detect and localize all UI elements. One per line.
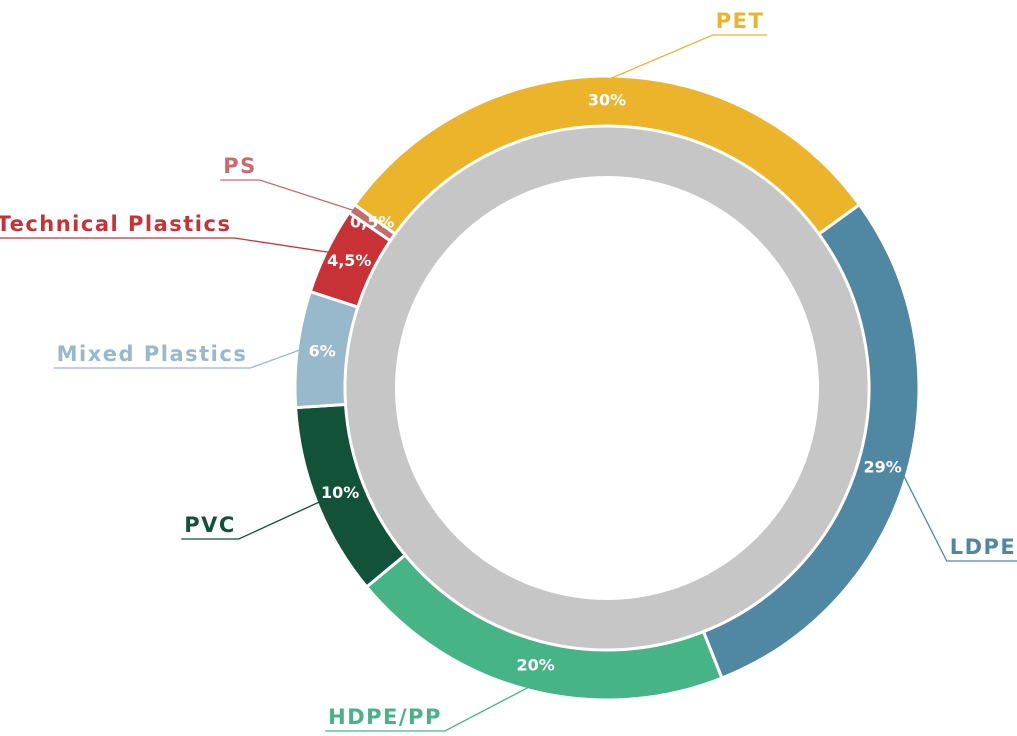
leader-line <box>902 473 1017 562</box>
leader-line <box>53 348 302 369</box>
value-label: 20% <box>516 655 554 674</box>
category-label: PS <box>223 154 257 178</box>
value-label: 30% <box>588 91 626 110</box>
value-label: 0,5% <box>350 212 394 231</box>
category-label: PVC <box>184 513 236 537</box>
leader-line <box>181 500 321 540</box>
category-label: Mixed Plastics <box>57 342 248 366</box>
value-label: 6% <box>309 342 336 361</box>
leader-line <box>0 237 331 254</box>
category-label: PET <box>716 9 765 33</box>
value-label: 4,5% <box>327 251 371 270</box>
value-label: 29% <box>863 458 901 477</box>
value-label: 10% <box>321 483 359 502</box>
category-label: LDPE <box>950 535 1017 559</box>
leader-line <box>606 34 768 81</box>
category-label: Technical Plastics <box>0 212 231 236</box>
leader-line <box>220 179 356 212</box>
category-label: HDPE/PP <box>328 705 442 729</box>
inner-ring <box>345 126 869 650</box>
leader-line <box>325 685 531 732</box>
